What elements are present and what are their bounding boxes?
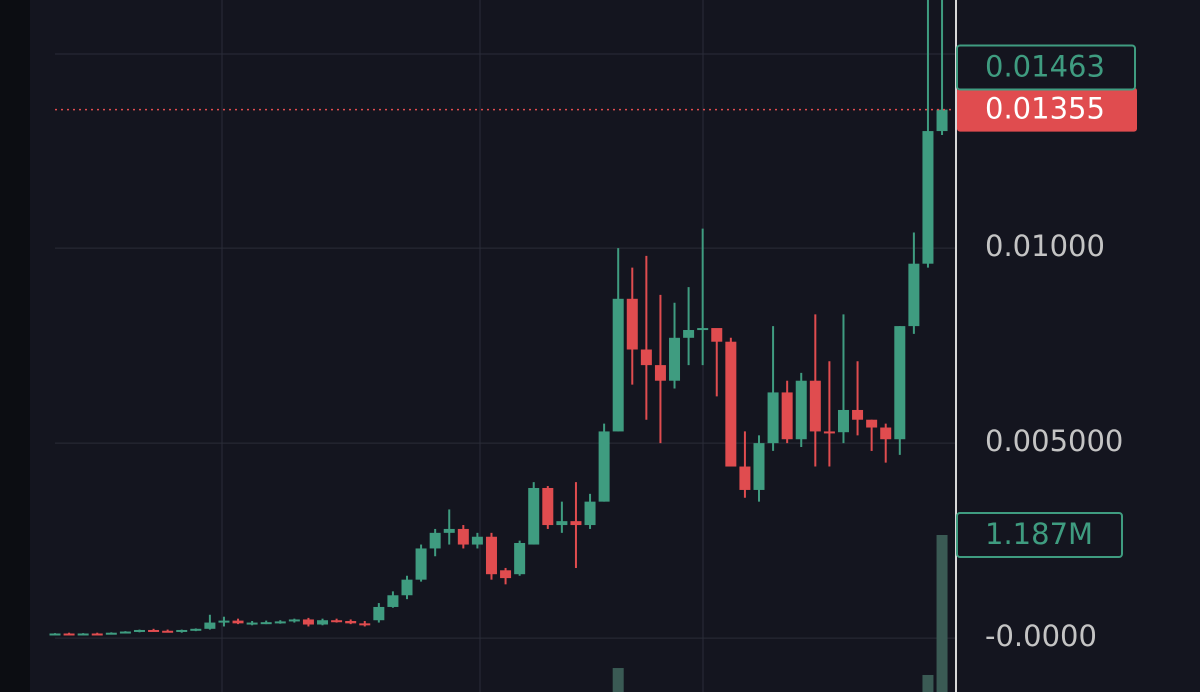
candle-body	[781, 392, 793, 440]
volume-label-box	[956, 512, 1123, 558]
y-tick-label: 0.01000	[985, 229, 1105, 263]
candle-body	[133, 629, 145, 632]
candle-body	[302, 619, 314, 625]
candle-body	[63, 633, 75, 636]
candle-body	[429, 532, 441, 549]
candle-body	[77, 633, 89, 636]
candle-body	[91, 633, 103, 636]
candle-body	[880, 427, 892, 440]
candle-body	[345, 621, 357, 624]
candle-body	[204, 622, 216, 629]
candle-body	[612, 298, 624, 432]
candle-body	[922, 131, 934, 264]
candle-body	[176, 629, 188, 632]
candle-body	[542, 487, 554, 526]
candle-body	[852, 409, 864, 420]
candle-body	[105, 632, 117, 635]
volume-bar	[936, 535, 948, 692]
candle-body	[443, 528, 455, 533]
candle-body	[49, 633, 61, 636]
y-tick-label: -0.0000	[985, 619, 1097, 653]
candle-body	[711, 328, 723, 342]
candle-body	[218, 620, 230, 623]
candle-body	[697, 328, 709, 331]
candle-body	[654, 365, 666, 381]
candle-body	[331, 620, 343, 623]
candle-body	[514, 542, 526, 575]
candle-body	[162, 630, 174, 633]
candle-body	[823, 431, 835, 434]
candle-body	[908, 263, 920, 327]
candle-body	[837, 409, 849, 433]
candle-body	[739, 466, 751, 490]
candle-body	[457, 528, 469, 545]
candle-body	[936, 109, 948, 132]
volume-bar	[612, 668, 624, 692]
high-label-box	[956, 44, 1136, 91]
candle-body	[119, 631, 131, 634]
volume-label: 1.187M	[985, 517, 1093, 551]
last-price-label: 0.01355	[985, 92, 1105, 126]
candle-body	[866, 419, 878, 428]
candle-body	[584, 501, 596, 526]
candle-body	[795, 380, 807, 440]
candle-body	[190, 628, 202, 631]
candle-body	[317, 620, 329, 625]
candle-body	[387, 595, 399, 607]
candle-body	[274, 621, 286, 624]
high-label: 0.01463	[985, 49, 1105, 83]
candle-body	[626, 298, 638, 350]
candle-body	[260, 622, 272, 625]
candle-body	[725, 341, 737, 467]
candle-body	[640, 349, 652, 366]
candle-body	[669, 337, 681, 381]
candle-body	[753, 443, 765, 490]
left-edge	[0, 0, 30, 692]
volume-bar	[922, 674, 934, 692]
candle-body	[288, 619, 300, 622]
candle-body	[556, 521, 568, 526]
y-tick-label: 0.005000	[985, 424, 1123, 458]
candle-body	[809, 380, 821, 432]
candle-body	[894, 326, 906, 440]
candle-body	[767, 392, 779, 444]
candle-body	[570, 521, 582, 526]
candle-body	[246, 622, 258, 625]
candle-body	[471, 536, 483, 545]
candle-body	[528, 487, 540, 545]
candle-body	[373, 606, 385, 621]
candle-body	[500, 570, 512, 579]
candle-body	[232, 620, 244, 624]
candle-body	[148, 629, 160, 632]
candle-body	[401, 579, 413, 596]
candle-body	[683, 330, 695, 338]
candle-body	[359, 623, 371, 626]
candle-body	[485, 536, 497, 575]
candle-body	[598, 431, 610, 502]
candle-body	[415, 548, 427, 580]
last-price-box	[957, 87, 1137, 132]
